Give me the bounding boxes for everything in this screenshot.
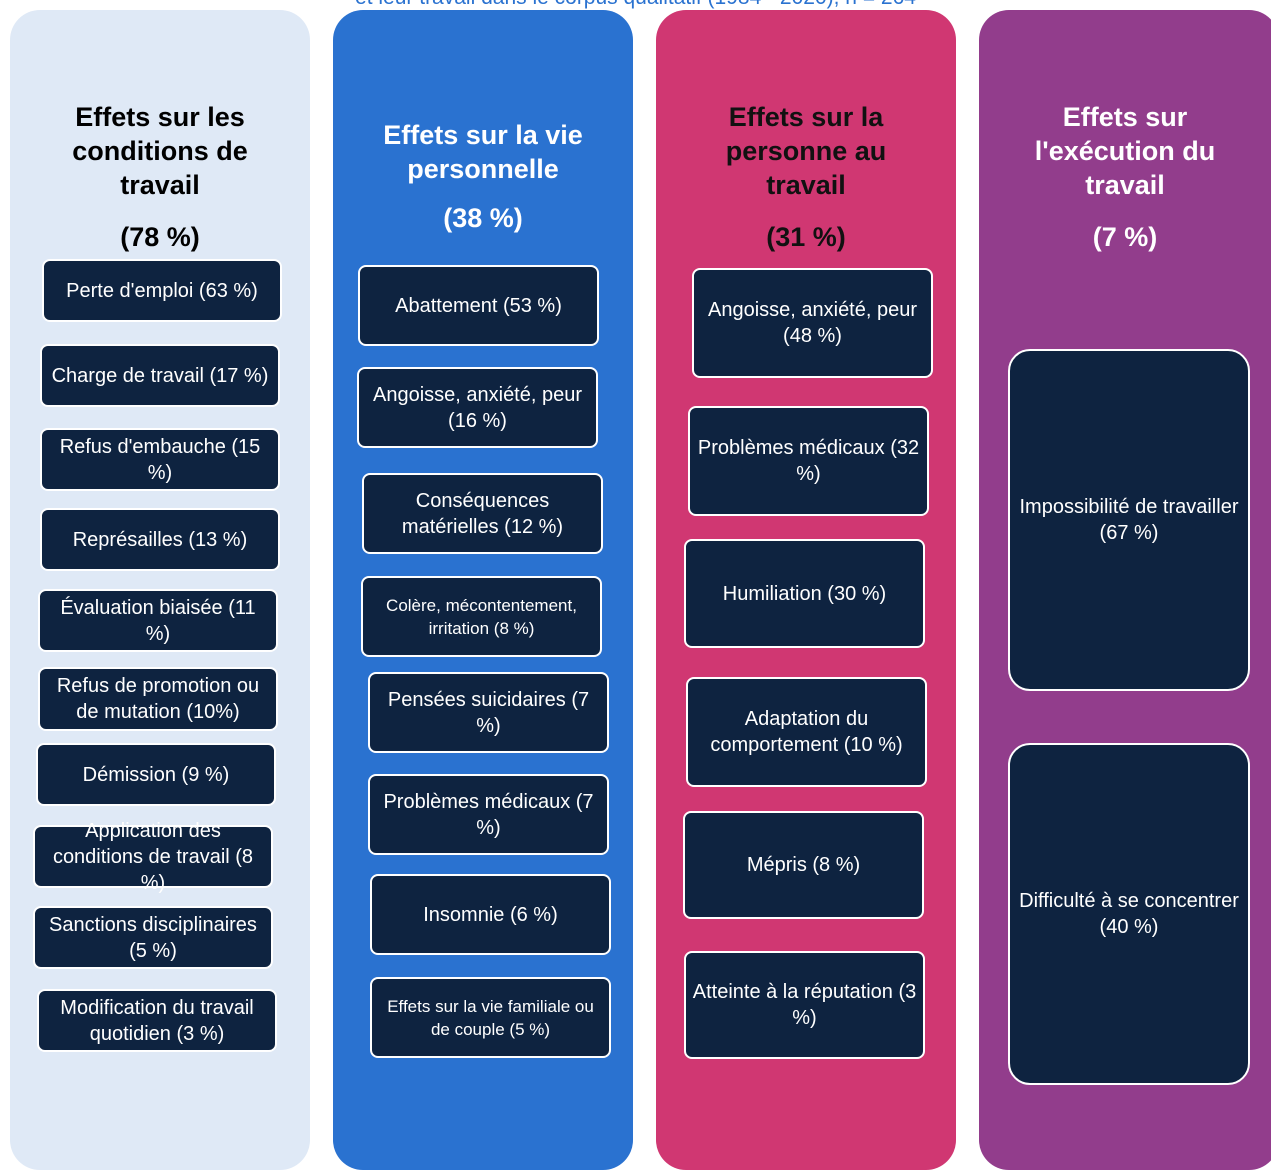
effect-box: Évaluation biaisée (11 %) (38, 589, 278, 652)
effect-box: Problèmes médicaux (7 %) (368, 774, 609, 855)
effect-box: Refus d'embauche (15 %) (40, 428, 280, 491)
column-share: (7 %) (1092, 222, 1158, 252)
column-title: Effets sur la personne au travail (725, 102, 887, 200)
effect-box: Application des conditions de travail (8… (33, 820, 273, 894)
effect-box: Charge de travail (17 %) (40, 344, 280, 407)
effect-box: Effets sur la vie familiale ou de couple… (370, 977, 611, 1058)
effect-box: Problèmes médicaux (32 %) (688, 406, 929, 516)
effect-box: Modification du travail quotidien (3 %) (37, 989, 277, 1052)
effect-box: Conséquences matérielles (12 %) (362, 473, 603, 554)
effect-box: Perte d'emploi (63 %) (42, 259, 282, 322)
effect-box: Atteinte à la réputation (3 %) (684, 951, 925, 1059)
effect-box: Sanctions disciplinaires (5 %) (33, 906, 273, 969)
effect-box: Pensées suicidaires (7 %) (368, 672, 609, 753)
column-share: (78 %) (120, 222, 200, 252)
effect-box: Humiliation (30 %) (684, 539, 925, 648)
column-title: Effets sur l'exécution du travail (1034, 102, 1216, 200)
column-title: Effets sur la vie personnelle (383, 120, 583, 184)
effect-box: Colère, mécontentement, irritation (8 %) (361, 576, 602, 657)
effect-box: Représailles (13 %) (40, 508, 280, 571)
effect-box: Insomnie (6 %) (370, 874, 611, 955)
column-share: (31 %) (766, 222, 846, 252)
effect-box: Difficulté à se concentrer (40 %) (1008, 743, 1250, 1085)
column-share: (38 %) (443, 203, 523, 233)
effect-box: Mépris (8 %) (683, 811, 924, 919)
effect-box: Impossibilité de travailler (67 %) (1008, 349, 1250, 691)
effect-box: Abattement (53 %) (358, 265, 599, 346)
effect-box: Refus de promotion ou de mutation (10%) (38, 667, 278, 731)
effect-box: Angoisse, anxiété, peur (48 %) (692, 268, 933, 378)
effect-box: Démission (9 %) (36, 743, 276, 806)
effect-box: Adaptation du comportement (10 %) (686, 677, 927, 787)
column-title: Effets sur les conditions de travail (72, 102, 248, 200)
effect-box: Angoisse, anxiété, peur (16 %) (357, 367, 598, 448)
caption: et leur travail dans le corpus qualitati… (0, 0, 1271, 10)
